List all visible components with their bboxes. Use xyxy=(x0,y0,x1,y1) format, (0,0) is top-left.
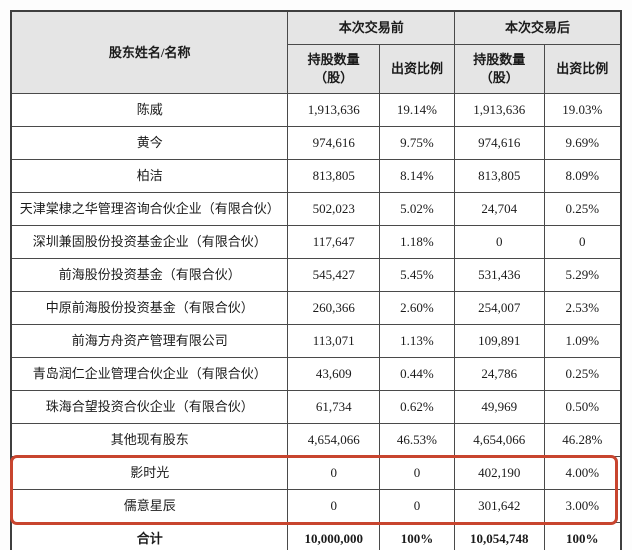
table-row: 前海方舟资产管理有限公司 113,071 1.13% 109,891 1.09% xyxy=(10,324,622,358)
ratio-before-cell: 46.53% xyxy=(378,423,455,457)
shareholder-name-cell: 前海方舟资产管理有限公司 xyxy=(10,324,289,358)
col-header-ratio-after: 出资比例 xyxy=(543,44,622,94)
col-group-before-transaction: 本次交易前 xyxy=(287,10,455,45)
total-ratio-before-cell: 100% xyxy=(378,522,455,550)
shares-after-cell: 402,190 xyxy=(453,456,545,490)
shares-before-cell: 502,023 xyxy=(287,192,380,226)
shareholder-name-cell: 中原前海股份投资基金（有限合伙） xyxy=(10,291,289,325)
shares-after-cell: 1,913,636 xyxy=(453,93,545,127)
ratio-before-cell: 1.18% xyxy=(378,225,455,259)
shares-before-cell: 61,734 xyxy=(287,390,380,424)
shares-after-cell: 0 xyxy=(453,225,545,259)
ratio-after-cell: 0.50% xyxy=(543,390,622,424)
table-row-highlighted: 影时光 0 0 402,190 4.00% xyxy=(10,456,622,490)
header-group-row: 股东姓名/名称 本次交易前 本次交易后 xyxy=(10,10,622,94)
shares-after-cell: 49,969 xyxy=(453,390,545,424)
shares-after-cell: 813,805 xyxy=(453,159,545,193)
shareholder-name-cell: 天津棠棣之华管理咨询合伙企业（有限合伙） xyxy=(10,192,289,226)
shares-before-cell: 43,609 xyxy=(287,357,380,391)
shares-after-cell: 254,007 xyxy=(453,291,545,325)
shareholder-name-cell: 珠海合望投资合伙企业（有限合伙） xyxy=(10,390,289,424)
total-shares-before-cell: 10,000,000 xyxy=(287,522,380,550)
ratio-before-cell: 8.14% xyxy=(378,159,455,193)
shareholder-name-cell: 儒意星辰 xyxy=(10,489,289,523)
table-row-highlighted: 儒意星辰 0 0 301,642 3.00% xyxy=(10,489,622,523)
shareholder-name-cell: 其他现有股东 xyxy=(10,423,289,457)
shares-before-cell: 0 xyxy=(287,489,380,523)
shares-after-cell: 24,704 xyxy=(453,192,545,226)
col-header-shares-before: 持股数量 （股） xyxy=(287,44,380,94)
ratio-after-cell: 2.53% xyxy=(543,291,622,325)
table-row: 青岛润仁企业管理合伙企业（有限合伙） 43,609 0.44% 24,786 0… xyxy=(10,357,622,391)
col-group-after-transaction: 本次交易后 xyxy=(453,10,622,45)
ratio-before-cell: 5.45% xyxy=(378,258,455,292)
table-row-total: 合计 10,000,000 100% 10,054,748 100% xyxy=(10,522,622,550)
ratio-after-cell: 8.09% xyxy=(543,159,622,193)
ratio-before-cell: 9.75% xyxy=(378,126,455,160)
table-row: 深圳兼固股份投资基金企业（有限合伙） 117,647 1.18% 0 0 xyxy=(10,225,622,259)
ratio-after-cell: 1.09% xyxy=(543,324,622,358)
ratio-after-cell: 0.25% xyxy=(543,192,622,226)
shares-before-cell: 0 xyxy=(287,456,380,490)
ratio-before-cell: 0.62% xyxy=(378,390,455,424)
shares-before-cell: 1,913,636 xyxy=(287,93,380,127)
ratio-before-cell: 0 xyxy=(378,489,455,523)
table-row: 陈威 1,913,636 19.14% 1,913,636 19.03% xyxy=(10,93,622,127)
shares-after-cell: 974,616 xyxy=(453,126,545,160)
total-label-cell: 合计 xyxy=(10,522,289,550)
shareholder-name-cell: 影时光 xyxy=(10,456,289,490)
col-header-shareholder-name: 股东姓名/名称 xyxy=(10,10,289,94)
shares-after-cell: 301,642 xyxy=(453,489,545,523)
shareholder-name-cell: 深圳兼固股份投资基金企业（有限合伙） xyxy=(10,225,289,259)
shares-after-cell: 24,786 xyxy=(453,357,545,391)
shares-before-cell: 113,071 xyxy=(287,324,380,358)
shares-before-cell: 974,616 xyxy=(287,126,380,160)
shares-after-cell: 109,891 xyxy=(453,324,545,358)
table-row: 柏洁 813,805 8.14% 813,805 8.09% xyxy=(10,159,622,193)
shareholder-name-cell: 前海股份投资基金（有限合伙） xyxy=(10,258,289,292)
ratio-before-cell: 5.02% xyxy=(378,192,455,226)
shareholder-name-cell: 陈威 xyxy=(10,93,289,127)
ratio-before-cell: 0 xyxy=(378,456,455,490)
ratio-before-cell: 0.44% xyxy=(378,357,455,391)
table-row: 珠海合望投资合伙企业（有限合伙） 61,734 0.62% 49,969 0.5… xyxy=(10,390,622,424)
col-header-shares-after: 持股数量 （股） xyxy=(453,44,545,94)
shares-after-cell: 531,436 xyxy=(453,258,545,292)
total-ratio-after-cell: 100% xyxy=(543,522,622,550)
shares-before-cell: 260,366 xyxy=(287,291,380,325)
ratio-after-cell: 4.00% xyxy=(543,456,622,490)
table-row: 前海股份投资基金（有限合伙） 545,427 5.45% 531,436 5.2… xyxy=(10,258,622,292)
shares-after-cell: 4,654,066 xyxy=(453,423,545,457)
ratio-after-cell: 19.03% xyxy=(543,93,622,127)
ratio-after-cell: 0 xyxy=(543,225,622,259)
shareholder-name-cell: 黄今 xyxy=(10,126,289,160)
ratio-after-cell: 0.25% xyxy=(543,357,622,391)
ratio-after-cell: 3.00% xyxy=(543,489,622,523)
shares-before-cell: 117,647 xyxy=(287,225,380,259)
shareholder-name-cell: 青岛润仁企业管理合伙企业（有限合伙） xyxy=(10,357,289,391)
ratio-after-cell: 9.69% xyxy=(543,126,622,160)
shares-before-cell: 813,805 xyxy=(287,159,380,193)
ratio-before-cell: 2.60% xyxy=(378,291,455,325)
total-shares-after-cell: 10,054,748 xyxy=(453,522,545,550)
table-row: 天津棠棣之华管理咨询合伙企业（有限合伙） 502,023 5.02% 24,70… xyxy=(10,192,622,226)
table-row: 黄今 974,616 9.75% 974,616 9.69% xyxy=(10,126,622,160)
shareholder-table: 股东姓名/名称 本次交易前 本次交易后 持股数量 （股） 出资比例 持股数量 （… xyxy=(10,10,622,550)
ratio-before-cell: 1.13% xyxy=(378,324,455,358)
table-row: 其他现有股东 4,654,066 46.53% 4,654,066 46.28% xyxy=(10,423,622,457)
ratio-before-cell: 19.14% xyxy=(378,93,455,127)
shareholder-name-cell: 柏洁 xyxy=(10,159,289,193)
table-row: 中原前海股份投资基金（有限合伙） 260,366 2.60% 254,007 2… xyxy=(10,291,622,325)
shares-before-cell: 545,427 xyxy=(287,258,380,292)
ratio-after-cell: 46.28% xyxy=(543,423,622,457)
shares-before-cell: 4,654,066 xyxy=(287,423,380,457)
header-sub-row: 持股数量 （股） 出资比例 持股数量 （股） 出资比例 xyxy=(11,44,622,94)
col-header-ratio-before: 出资比例 xyxy=(378,44,455,94)
ratio-after-cell: 5.29% xyxy=(543,258,622,292)
